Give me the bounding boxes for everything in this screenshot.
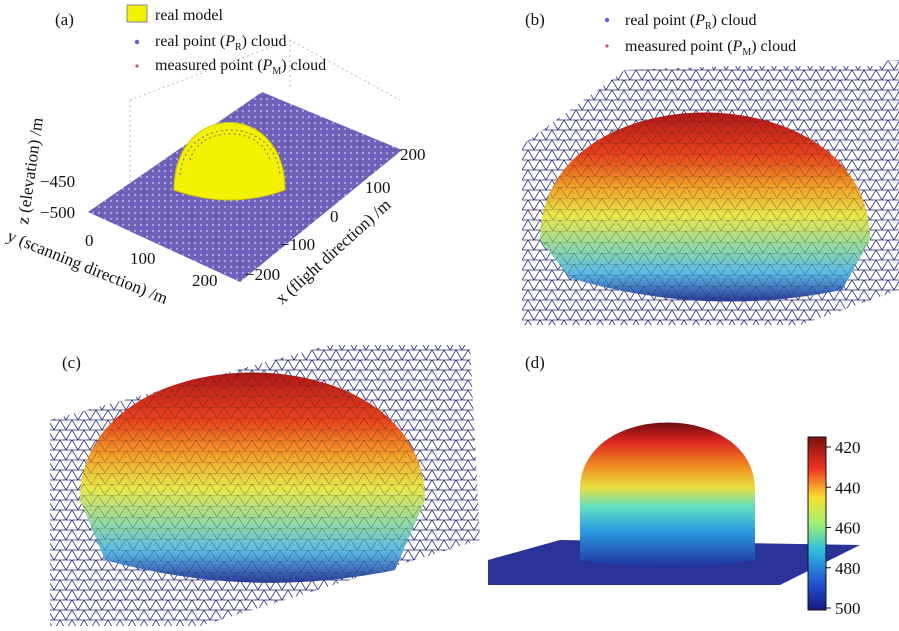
legend-entry: measured point (PM) cloud [155, 57, 326, 77]
figure: (a) real model real point (PR) cloud mea… [0, 0, 899, 626]
x-tick-label: 200 [400, 145, 426, 164]
legend-entry: real model [155, 7, 224, 24]
z-tick-label: −500 [40, 203, 75, 222]
legend-swatch [127, 5, 147, 22]
legend-marker [135, 40, 139, 44]
surface-dome [580, 423, 755, 568]
colorbar [808, 437, 826, 610]
panel-c: (c) [50, 345, 480, 626]
panel-b: (b) real point (PR) cloud measured point… [522, 8, 899, 325]
panel-label: (c) [62, 353, 81, 372]
panel-a: (a) real model real point (PR) cloud mea… [5, 5, 426, 308]
z-tick-label: −450 [40, 172, 75, 191]
x-tick-label: −100 [280, 235, 315, 254]
legend-marker [135, 64, 138, 67]
colorbar-tick-label: 480 [835, 559, 861, 578]
legend-marker [605, 18, 609, 22]
x-tick-label: −200 [245, 265, 280, 284]
panel-d: (d) 420 440 460 480 500 [488, 353, 861, 618]
colorbar-tick-label: 440 [835, 478, 861, 497]
x-tick-label: 0 [330, 207, 339, 226]
legend-entry: real point (PR) cloud [155, 33, 287, 53]
panel-label: (a) [55, 10, 74, 29]
y-tick-label: 0 [85, 231, 94, 250]
panel-label: (b) [525, 10, 545, 29]
colorbar-tick-label: 460 [835, 519, 861, 538]
legend-marker [605, 44, 608, 47]
colorbar-tick-label: 500 [835, 599, 861, 618]
colorbar-tick-label: 420 [835, 438, 861, 457]
y-tick-label: 100 [130, 249, 156, 268]
x-tick-label: 100 [365, 178, 391, 197]
y-tick-label: 200 [192, 271, 218, 290]
panel-label: (d) [525, 353, 545, 372]
